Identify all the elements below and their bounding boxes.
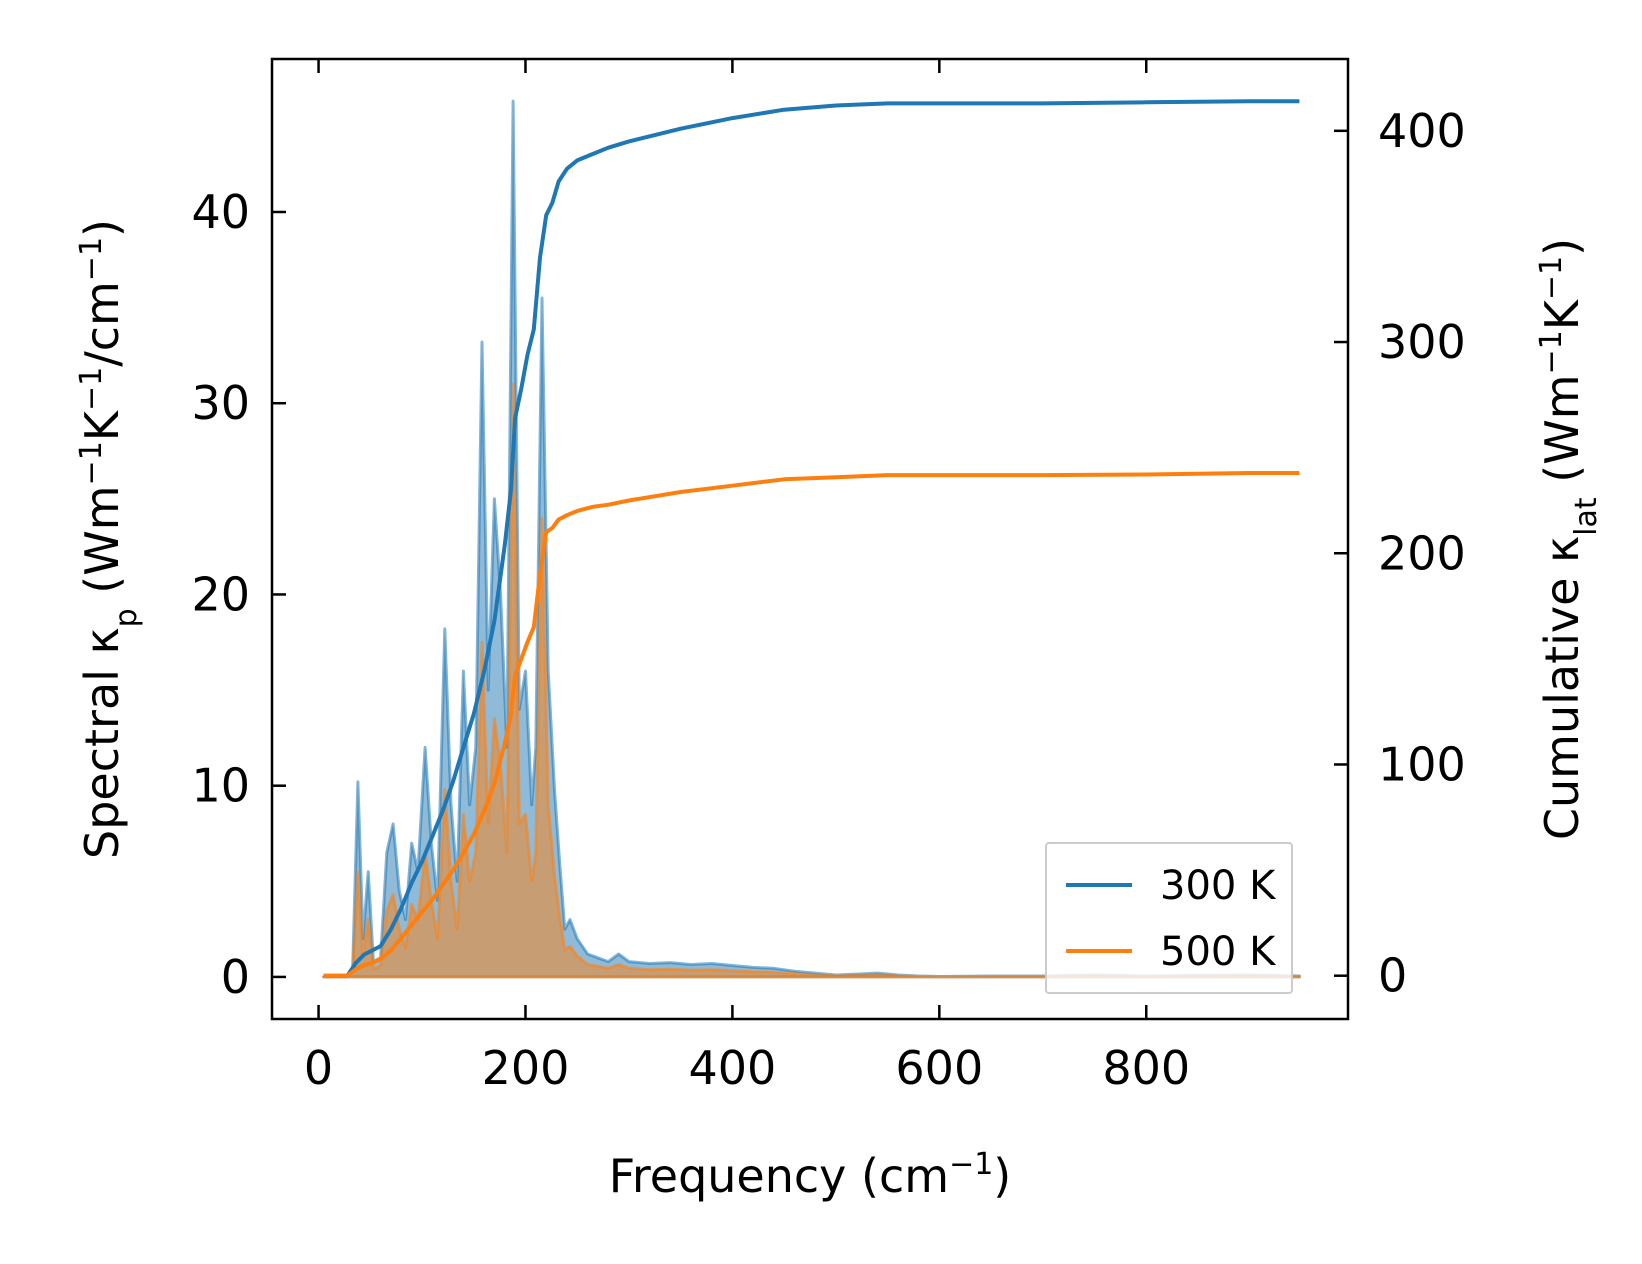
y-axis-left-label: Spectral κp (Wm−1K−1/cm−1) — [74, 219, 144, 859]
y-left-tick-label: 30 — [191, 376, 250, 430]
legend: 300 K 500 K — [1045, 842, 1293, 994]
y-axis-right: 0 100 200 300 400 — [1334, 104, 1466, 1003]
legend-label: 300 K — [1160, 863, 1277, 909]
x-tick-label: 0 — [304, 1041, 333, 1095]
x-tick-label: 200 — [482, 1041, 570, 1095]
y-right-tick-label: 100 — [1378, 737, 1466, 791]
axis-label-part: −1 — [74, 441, 109, 485]
axis-label-part: p — [109, 608, 144, 627]
y-right-tick-label: 400 — [1378, 104, 1466, 158]
axis-label-part: K — [1535, 298, 1589, 330]
x-axis: 0 200 400 600 800 — [304, 59, 1190, 1095]
legend-label: 500 K — [1160, 929, 1277, 975]
axis-label-part: −1 — [1534, 330, 1569, 374]
legend-box — [1045, 842, 1293, 994]
axis-label-part: Cumulative κ — [1535, 536, 1589, 840]
cumulative-line-500k — [323, 471, 1300, 978]
axis-label-part: ) — [75, 219, 129, 237]
y-axis-right-label: Cumulative κlat (Wm−1K−1) — [1534, 238, 1604, 840]
cumulative-lines — [323, 99, 1300, 978]
axis-label-part: lat — [1569, 497, 1604, 536]
axis-label-part: (Wm — [1535, 374, 1589, 497]
y-left-tick-label: 20 — [191, 567, 250, 621]
axis-label-part: (Wm — [75, 485, 129, 608]
x-axis-label: Frequency (cm−1) — [609, 1147, 1012, 1203]
plot-frame — [270, 57, 1350, 1021]
y-left-tick-label: 0 — [221, 950, 250, 1004]
axis-label-part: −1 — [74, 237, 109, 281]
cumulative-line-300k — [323, 99, 1300, 978]
axis-label-part: −1 — [1534, 256, 1569, 300]
y-right-tick-label: 0 — [1378, 949, 1407, 1003]
y-axis-left: 0 10 20 30 40 — [191, 185, 286, 1004]
axis-label-part: /cm — [75, 281, 129, 367]
spectral-area-500k — [322, 382, 1301, 979]
y-right-tick-label: 300 — [1378, 315, 1466, 369]
axis-label-part: Spectral κ — [75, 627, 129, 859]
y-right-tick-label: 200 — [1378, 526, 1466, 580]
axis-label-part: ) — [1535, 238, 1589, 256]
x-tick-label: 600 — [895, 1041, 983, 1095]
x-tick-label: 400 — [688, 1041, 776, 1095]
x-tick-label: 800 — [1102, 1041, 1190, 1095]
y-left-tick-label: 10 — [191, 759, 250, 813]
axis-label-part: −1 — [74, 367, 109, 411]
y-left-tick-label: 40 — [191, 185, 250, 239]
axis-label-part: K — [75, 409, 129, 441]
